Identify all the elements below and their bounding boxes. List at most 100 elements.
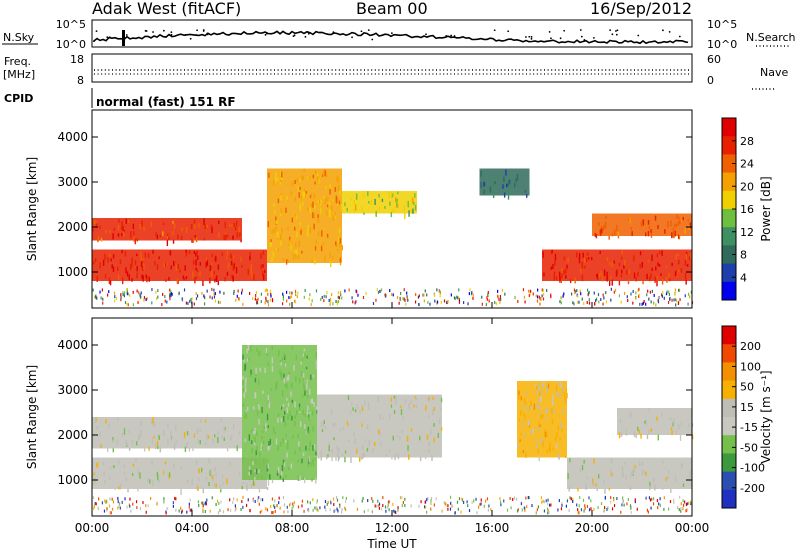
echo-speckle: [329, 188, 331, 195]
scatter-speckle: [643, 299, 645, 303]
echo-speckle: [267, 425, 270, 429]
echo-speckle: [364, 438, 366, 442]
echo-speckle: [561, 268, 563, 274]
scatter-speckle: [668, 507, 670, 511]
echo-speckle: [309, 194, 312, 199]
echo-speckle: [333, 198, 336, 203]
echo-speckle: [110, 258, 112, 262]
echo-speckle: [125, 439, 127, 447]
scatter-speckle: [372, 499, 374, 503]
echo-speckle: [321, 428, 324, 432]
nsearch-dot: [662, 29, 664, 32]
echo-band-fill: [92, 457, 267, 489]
echo-speckle: [504, 188, 507, 192]
echo-speckle: [247, 345, 250, 351]
echo-speckle: [235, 220, 238, 227]
echo-speckle: [678, 233, 681, 240]
echo-speckle: [237, 465, 240, 470]
echo-speckle: [153, 435, 155, 439]
scatter-speckle: [216, 499, 219, 503]
echo-speckle: [348, 453, 350, 458]
echo-speckle: [249, 256, 251, 261]
scatter-speckle: [303, 295, 305, 299]
echo-speckle: [194, 437, 196, 443]
velocity-colorbar-label: Velocity [m s⁻¹]: [759, 370, 773, 463]
echo-speckle: [134, 238, 137, 245]
echo-speckle: [258, 419, 260, 425]
echo-speckle: [359, 409, 361, 415]
scatter-speckle: [439, 294, 441, 298]
echo-speckle: [193, 219, 196, 225]
scatter-speckle: [588, 298, 590, 302]
echo-speckle: [111, 264, 113, 269]
echo-speckle: [311, 458, 314, 464]
scatter-speckle: [659, 504, 661, 508]
echo-speckle: [428, 448, 430, 454]
echo-speckle: [109, 229, 111, 234]
echo-speckle: [547, 383, 550, 389]
echo-speckle: [538, 385, 540, 391]
scatter-speckle: [308, 509, 310, 513]
echo-speckle: [287, 414, 289, 421]
echo-speckle: [678, 269, 680, 273]
echo-speckle: [280, 417, 283, 423]
echo-speckle: [528, 421, 530, 426]
echo-speckle: [507, 193, 510, 200]
echo-speckle: [150, 421, 153, 425]
scatter-speckle: [307, 500, 309, 504]
scatter-speckle: [219, 290, 221, 294]
echo-speckle: [315, 351, 317, 358]
echo-speckle: [600, 229, 602, 236]
echo-speckle: [357, 422, 359, 428]
scatter-speckle: [340, 293, 342, 297]
echo-speckle: [543, 429, 546, 434]
echo-speckle: [366, 424, 369, 430]
echo-speckle: [240, 256, 242, 262]
velocity-xlabel: Time UT: [366, 537, 417, 551]
echo-speckle: [358, 432, 360, 439]
scatter-speckle: [213, 288, 215, 292]
echo-speckle: [404, 212, 406, 220]
echo-speckle: [542, 414, 544, 419]
echo-speckle: [337, 177, 339, 183]
echo-speckle: [96, 458, 98, 462]
echo-speckle: [523, 397, 526, 403]
colorbar-tick-label: -50: [740, 441, 758, 454]
echo-speckle: [280, 208, 282, 214]
echo-speckle: [342, 426, 344, 431]
freq-panel: Freq. [MHz] 18 8 60 0 Nave: [3, 53, 788, 90]
echo-speckle: [311, 411, 314, 416]
echo-speckle: [142, 266, 144, 271]
scatter-speckle: [666, 290, 668, 294]
echo-speckle: [221, 252, 223, 257]
echo-speckle: [267, 361, 270, 367]
echo-speckle: [522, 450, 525, 454]
echo-band: [479, 168, 530, 200]
scatter-speckle: [429, 507, 432, 511]
echo-speckle: [646, 273, 648, 280]
colorbar-tick-label: 100: [740, 360, 761, 373]
echo-speckle: [309, 227, 311, 234]
scatter-speckle: [258, 502, 260, 506]
echo-speckle: [195, 267, 197, 271]
echo-speckle: [210, 263, 212, 269]
echo-speckle: [567, 257, 569, 263]
scatter-speckle: [658, 502, 660, 506]
echo-speckle: [213, 482, 216, 488]
echo-speckle: [335, 244, 338, 248]
echo-speckle: [233, 423, 235, 430]
nsky-panel: N.Sky 10^5 10^0 10^5 10^0 N.Search: [2, 18, 796, 51]
echo-speckle: [205, 262, 207, 268]
echo-speckle: [99, 225, 101, 229]
nsearch-dot: [170, 31, 173, 34]
echo-speckle: [279, 405, 282, 409]
scatter-speckle: [196, 294, 199, 298]
echo-speckle: [574, 277, 576, 284]
echo-speckle: [688, 472, 690, 476]
echo-speckle: [378, 429, 380, 434]
scatter-speckle: [334, 508, 336, 512]
echo-speckle: [621, 249, 623, 254]
echo-speckle: [137, 465, 140, 472]
echo-speckle: [303, 382, 305, 389]
